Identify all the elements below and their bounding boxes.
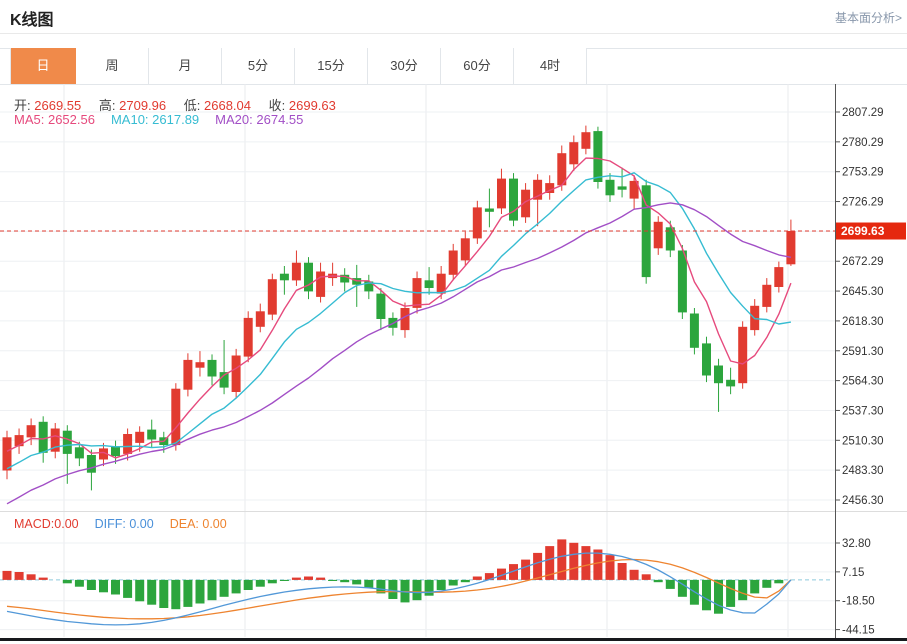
close-label: 收:: [268, 98, 286, 113]
title-divider: [0, 33, 907, 34]
low-label: 低:: [183, 98, 201, 113]
svg-text:2780.29: 2780.29: [842, 137, 884, 149]
tab-4hour[interactable]: 4时: [514, 48, 587, 84]
svg-text:2618.30: 2618.30: [842, 316, 884, 328]
svg-text:7.15: 7.15: [842, 567, 864, 579]
svg-text:2699.63: 2699.63: [841, 224, 885, 238]
svg-text:2672.29: 2672.29: [842, 256, 884, 268]
page-title: K线图: [10, 12, 54, 29]
diff-value-readout: DIFF: 0.00: [94, 517, 154, 531]
tab-5min[interactable]: 5分: [222, 48, 295, 84]
high-value: 2709.96: [119, 98, 167, 113]
svg-text:2753.29: 2753.29: [842, 167, 884, 179]
svg-text:-18.50: -18.50: [842, 596, 875, 608]
svg-text:2510.30: 2510.30: [842, 435, 884, 447]
svg-text:2807.29: 2807.29: [842, 107, 884, 119]
svg-text:2456.30: 2456.30: [842, 495, 884, 507]
ohlc-readout: 开: 2669.55 高: 2709.96 低: 2668.04 收: 2699…: [14, 95, 350, 114]
ma5-readout: MA5: 2652.56: [14, 112, 95, 127]
tab-60min[interactable]: 60分: [441, 48, 514, 84]
high-label: 高:: [98, 98, 116, 113]
svg-text:2591.30: 2591.30: [842, 346, 884, 358]
svg-text:-44.15: -44.15: [842, 625, 875, 637]
svg-text:2564.30: 2564.30: [842, 376, 884, 388]
svg-text:32.80: 32.80: [842, 538, 871, 550]
period-tab-bar: 日 周 月 5分 15分 30分 60分 4时: [10, 48, 587, 84]
close-value: 2699.63: [288, 98, 336, 113]
macd-readout: MACD:0.00 DIFF: 0.00 DEA: 0.00: [14, 517, 227, 531]
ma-readout: MA5: 2652.56 MA10: 2617.89 MA20: 2674.55: [14, 112, 303, 127]
fundamental-analysis-link[interactable]: 基本面分析>: [834, 11, 902, 25]
macd-value-readout: MACD:0.00: [14, 517, 79, 531]
tabbar-bottom-border: [0, 84, 907, 85]
svg-text:2645.30: 2645.30: [842, 286, 884, 298]
low-value: 2668.04: [204, 98, 251, 113]
ma20-readout: MA20: 2674.55: [215, 112, 304, 127]
svg-text:2726.29: 2726.29: [842, 197, 884, 209]
open-label: 开:: [14, 98, 31, 113]
svg-text:2483.30: 2483.30: [842, 465, 884, 477]
tab-30min[interactable]: 30分: [368, 48, 441, 84]
tab-day[interactable]: 日: [11, 48, 76, 84]
dea-value-readout: DEA: 0.00: [169, 517, 227, 531]
tab-week[interactable]: 周: [76, 48, 149, 84]
tab-month[interactable]: 月: [149, 48, 222, 84]
ma10-readout: MA10: 2617.89: [110, 112, 200, 127]
tab-15min[interactable]: 15分: [295, 48, 368, 84]
open-value: 2669.55: [34, 98, 82, 113]
svg-text:2537.30: 2537.30: [842, 405, 884, 417]
